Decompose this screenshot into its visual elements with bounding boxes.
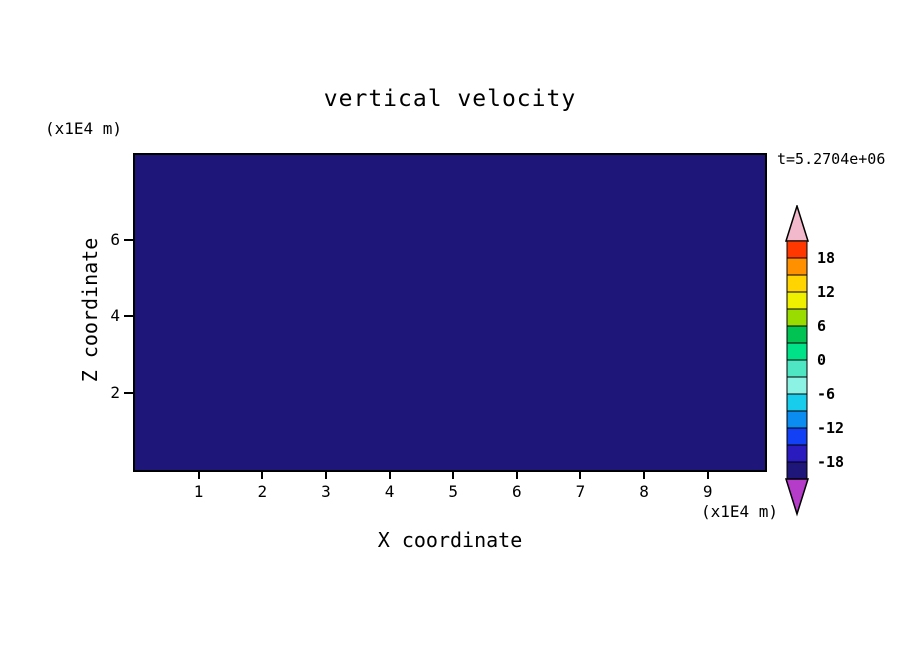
plot-frame [133, 153, 767, 472]
colorbar-tick-label: -18 [817, 453, 845, 471]
colorbar-tick-label: 18 [817, 249, 836, 267]
x-tick-mark [579, 472, 582, 479]
colorbar-up-arrow [784, 203, 810, 242]
z-tick-mark [124, 392, 133, 395]
colorbar-down-arrow [784, 478, 810, 517]
colorbar-tick-label: 0 [817, 351, 827, 369]
x-tick-label: 3 [321, 482, 331, 501]
colorbar-tick-label: -6 [817, 385, 836, 403]
x-tick-label: 4 [384, 482, 395, 501]
x-tick-mark [197, 472, 200, 479]
colorbar-tick-label: -12 [817, 419, 845, 437]
x-tick-mark [706, 472, 709, 479]
colorbar-band [786, 308, 808, 327]
colorbar-tick-label: 12 [817, 283, 836, 301]
colorbar-band [786, 257, 808, 276]
x-tick-mark [515, 472, 518, 479]
colorbar-band [786, 342, 808, 361]
colorbar-tick-label: 6 [817, 317, 827, 335]
contour-field [135, 155, 765, 470]
colorbar-band [786, 291, 808, 310]
z-axis-unit-label: (x1E4 m) [45, 119, 123, 138]
x-tick-label: 5 [448, 482, 458, 501]
x-tick-label: 9 [702, 482, 713, 501]
x-axis-unit-label: (x1E4 m) [700, 502, 778, 521]
x-tick-mark [643, 472, 646, 479]
x-tick-mark [388, 472, 391, 479]
x-tick-mark [324, 472, 327, 479]
colorbar-band [786, 376, 808, 395]
colorbar-band [786, 359, 808, 378]
time-annotation: t=5.2704e+06 [777, 150, 886, 168]
z-tick-mark [124, 315, 133, 318]
colorbar-band [786, 393, 808, 412]
x-tick-label: 7 [575, 482, 586, 501]
z-tick-label: 2 [110, 383, 120, 403]
x-tick-label: 8 [639, 482, 649, 501]
x-tick-mark [452, 472, 455, 479]
colorbar-band [786, 461, 808, 480]
colorbar-band [786, 274, 808, 293]
chart-title: vertical velocity [323, 86, 577, 112]
z-tick-label: 4 [110, 306, 120, 326]
colorbar [784, 203, 810, 517]
x-tick-label: 2 [257, 482, 268, 501]
colorbar-band [786, 240, 808, 259]
z-tick-label: 6 [110, 229, 120, 249]
colorbar-band [786, 410, 808, 429]
x-axis-label: X coordinate [377, 528, 523, 552]
colorbar-band [786, 427, 808, 446]
z-tick-mark [124, 238, 133, 241]
x-tick-label: 6 [511, 482, 522, 501]
colorbar-band [786, 444, 808, 463]
colorbar-band [786, 325, 808, 344]
x-tick-label: 1 [193, 482, 204, 501]
x-tick-mark [261, 472, 264, 479]
